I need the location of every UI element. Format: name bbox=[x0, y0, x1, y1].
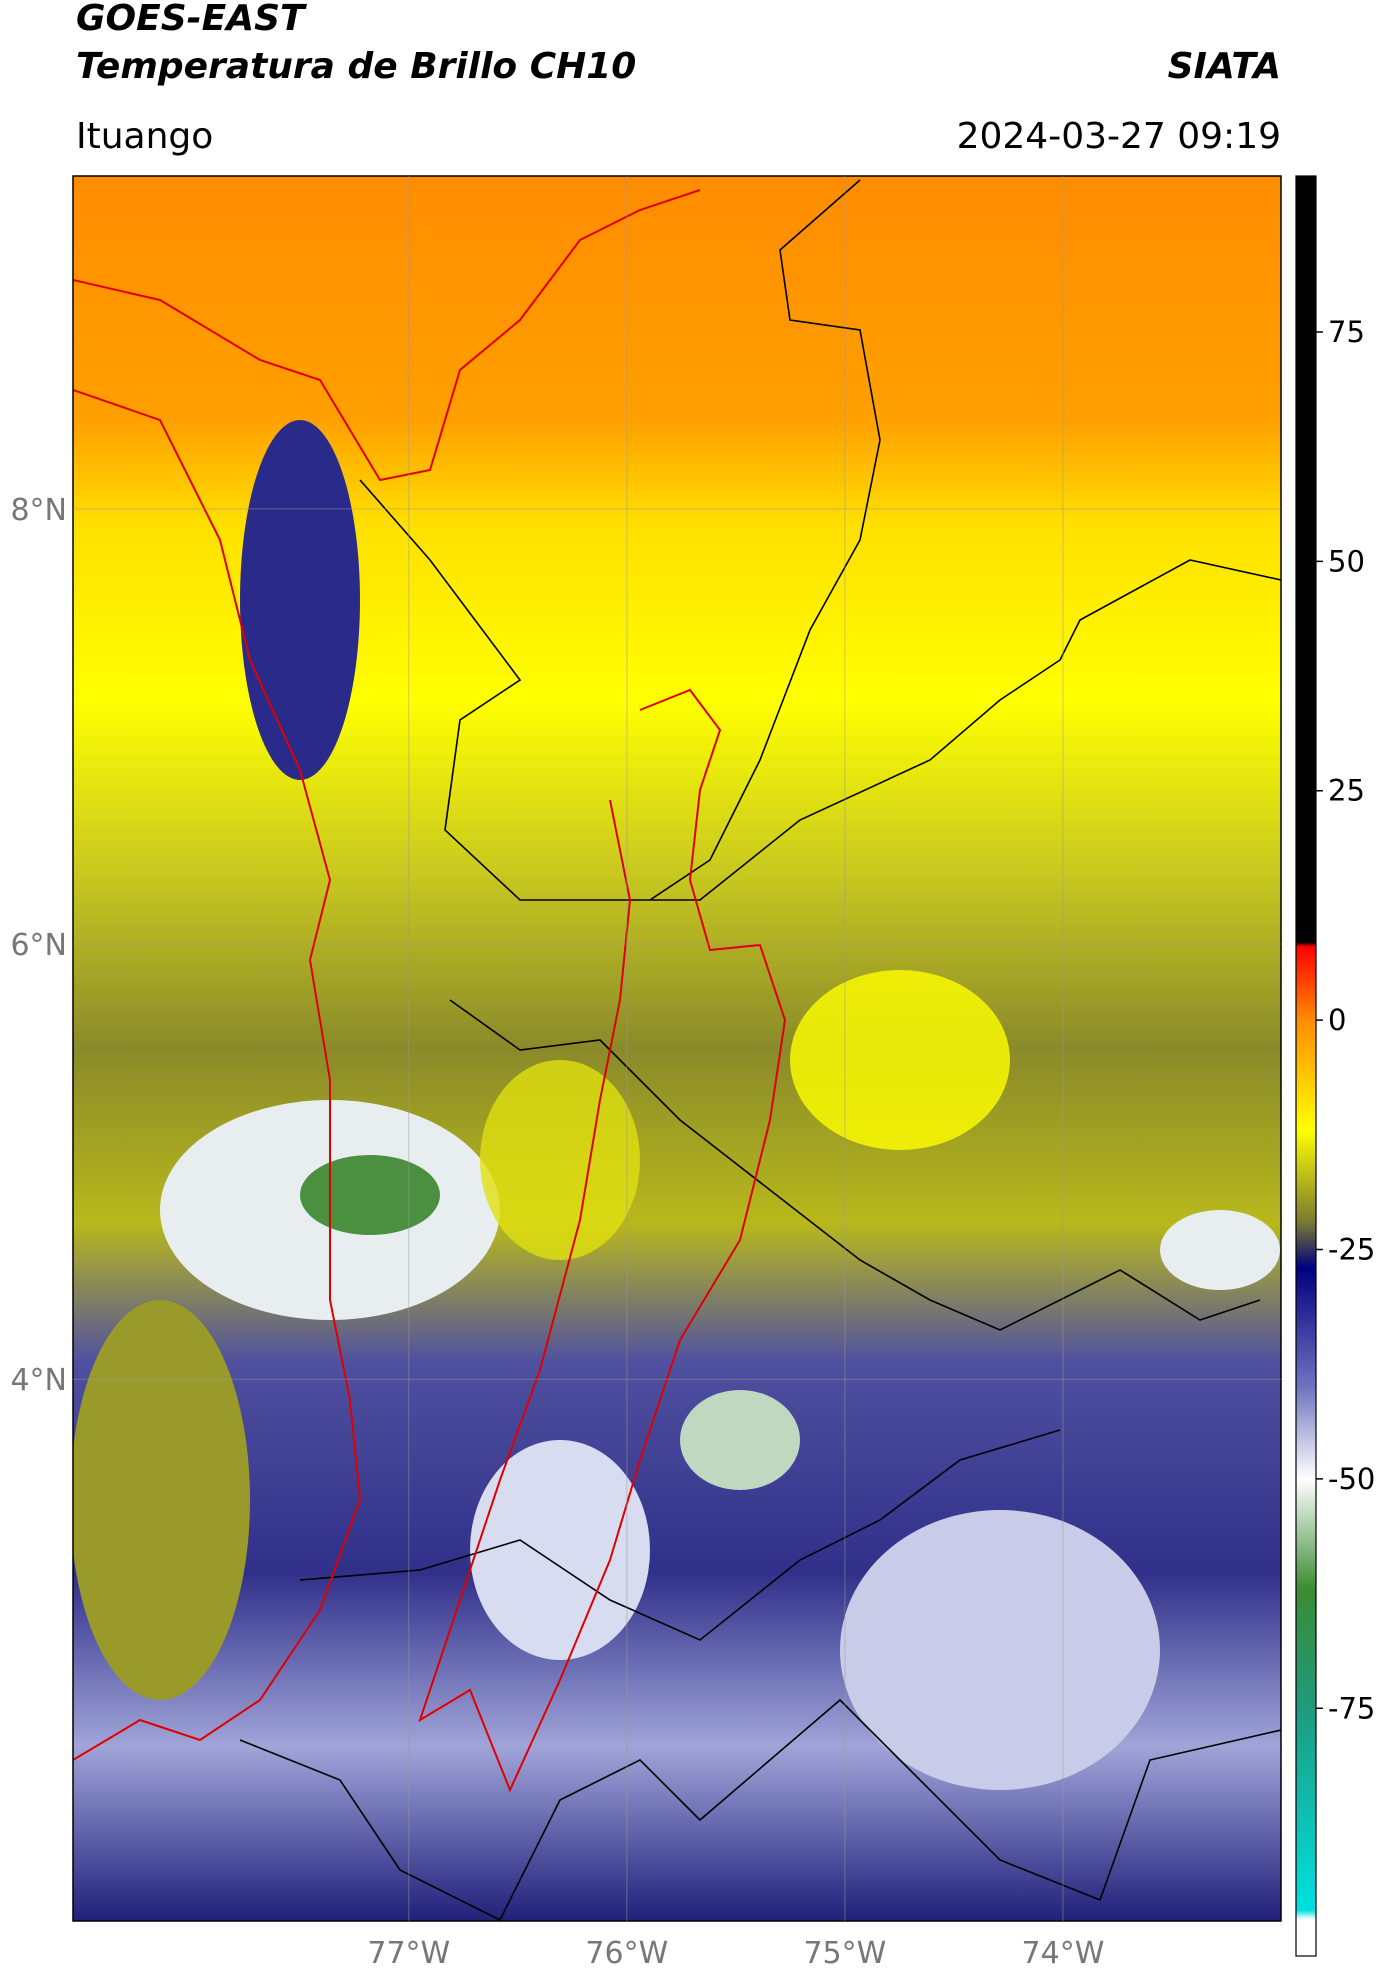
brand: SIATA bbox=[1168, 46, 1281, 87]
location: Ituango bbox=[76, 116, 213, 157]
colorbar-tick-label: -25 bbox=[1328, 1233, 1375, 1267]
colorbar-tick-label: 75 bbox=[1328, 315, 1365, 349]
map-frame bbox=[72, 175, 1282, 1922]
x-tick-label: 77°W bbox=[367, 1936, 450, 1971]
x-tick-label: 75°W bbox=[803, 1936, 886, 1971]
x-tick-label: 76°W bbox=[585, 1936, 668, 1971]
map-field bbox=[73, 176, 1281, 1921]
timestamp: 2024-03-27 09:19 bbox=[957, 116, 1281, 157]
colorbar-tick-label: 0 bbox=[1328, 1003, 1346, 1037]
colorbar-tick-label: -50 bbox=[1328, 1462, 1375, 1496]
colorbar-tick-label: 50 bbox=[1328, 544, 1365, 578]
y-tick-label: 4°N bbox=[10, 1363, 67, 1398]
subtitle: Temperatura de Brillo CH10 bbox=[76, 46, 636, 87]
y-tick-label: 8°N bbox=[10, 493, 67, 528]
y-tick-label: 6°N bbox=[10, 928, 67, 963]
colorbar bbox=[1295, 175, 1317, 1957]
x-tick-label: 74°W bbox=[1022, 1936, 1105, 1971]
title: GOES-EAST bbox=[76, 0, 307, 39]
colorbar-tick-label: 25 bbox=[1328, 774, 1365, 808]
colorbar-tick-label: -75 bbox=[1328, 1691, 1375, 1725]
